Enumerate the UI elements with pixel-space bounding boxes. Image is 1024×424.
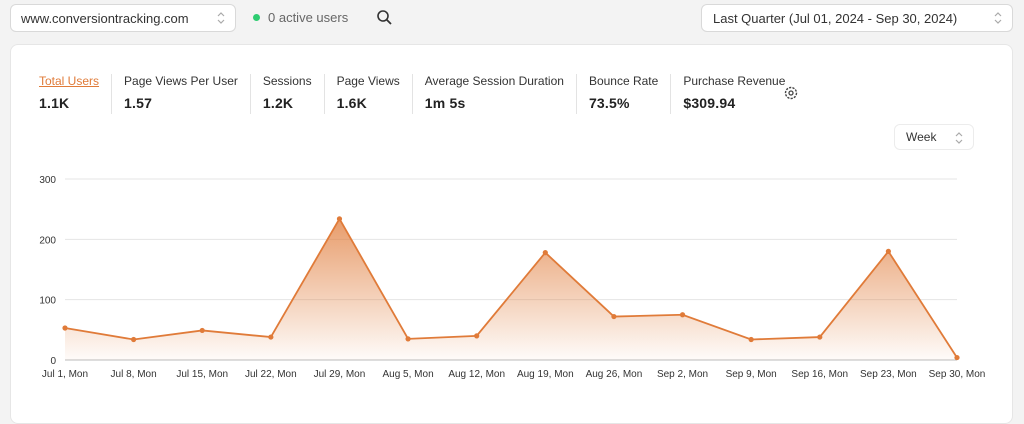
site-select-value: www.conversiontracking.com [21,10,189,26]
metric-bounce-rate[interactable]: Bounce Rate 73.5% [588,74,672,114]
date-range-select[interactable]: Last Quarter (Jul 01, 2024 - Sep 30, 202… [701,4,1013,32]
metric-label: Page Views Per User [124,74,238,88]
site-select[interactable]: www.conversiontracking.com [10,4,236,32]
data-point [336,216,343,222]
metric-label: Sessions [262,74,312,88]
active-users-indicator: 0 active users [253,10,348,25]
metric-value: $309.94 [683,95,736,111]
date-range-value: Last Quarter (Jul 01, 2024 - Sep 30, 202… [713,10,958,26]
data-point [405,336,411,342]
metric-value: 1.6K [336,95,367,111]
x-tick-label: Jul 15, Mon [176,369,228,380]
y-tick-label: 200 [39,235,56,246]
x-tick-label: Sep 30, Mon [929,369,986,380]
data-point [954,354,960,361]
data-point [679,312,686,318]
x-tick-label: Aug 12, Mon [448,369,505,380]
x-tick-label: Sep 16, Mon [791,369,848,380]
metric-label: Average Session Duration [424,74,564,88]
x-tick-label: Jul 1, Mon [42,369,88,380]
metric-tabs: Total Users 1.1K Page Views Per User 1.5… [28,74,809,114]
data-point [817,334,823,340]
active-status-dot-icon [253,14,260,21]
x-tick-label: Jul 22, Mon [245,369,297,380]
y-tick-label: 0 [50,356,56,367]
series-line [64,217,958,359]
data-point [474,333,480,339]
period-select[interactable]: Week [894,124,974,150]
data-point [611,313,617,320]
metric-value: 1.2K [262,95,294,111]
data-point [268,334,274,340]
data-point [62,325,68,331]
metric-value: 1m 5s [424,95,466,111]
series-area [65,218,957,360]
x-tick-label: Aug 5, Mon [382,369,433,380]
gear-icon[interactable] [783,85,799,101]
select-chevron-icon [217,12,225,24]
data-point [542,250,548,256]
metric-label: Page Views [336,74,400,88]
metric-purchase-revenue[interactable]: Purchase Revenue $309.94 [683,74,797,114]
search-icon[interactable] [376,9,394,27]
metric-page-views-per-user[interactable]: Page Views Per User 1.57 [124,74,251,114]
metric-label: Total Users [39,74,100,88]
analytics-card [10,44,1013,424]
x-tick-label: Sep 2, Mon [657,369,708,380]
metric-page-views[interactable]: Page Views 1.6K [337,74,413,114]
y-tick-label: 100 [39,296,56,307]
top-bar: www.conversiontracking.com 0 active user… [0,0,1024,40]
x-tick-label: Sep 9, Mon [726,369,777,380]
x-tick-label: Sep 23, Mon [860,369,917,380]
metric-total-users[interactable]: Total Users 1.1K [39,74,113,114]
x-tick-label: Aug 19, Mon [517,369,574,380]
data-point [131,336,137,343]
metric-label: Bounce Rate [588,74,659,88]
y-tick-label: 300 [39,175,56,186]
x-tick-label: Jul 8, Mon [111,369,157,380]
select-chevron-icon [994,12,1002,24]
metric-label: Purchase Revenue [683,74,786,88]
data-point [885,248,891,254]
metric-value: 1.57 [124,95,153,111]
data-point [748,336,754,343]
users-area-chart: 0 100 200 300 Jul 1, Mon Jul 8, Mon Jul 15, Mo… [39,175,986,380]
data-point [199,327,205,334]
select-chevron-icon [955,132,963,144]
active-users-label: 0 active users [268,10,349,25]
metric-average-session-duration[interactable]: Average Session Duration 1m 5s [425,74,577,114]
metric-sessions[interactable]: Sessions 1.2K [263,74,325,114]
x-tick-label: Aug 26, Mon [586,369,643,380]
period-select-value: Week [906,130,937,144]
metric-value: 1.1K [39,95,70,111]
x-tick-label: Jul 29, Mon [314,369,366,380]
metric-value: 73.5% [588,95,630,111]
